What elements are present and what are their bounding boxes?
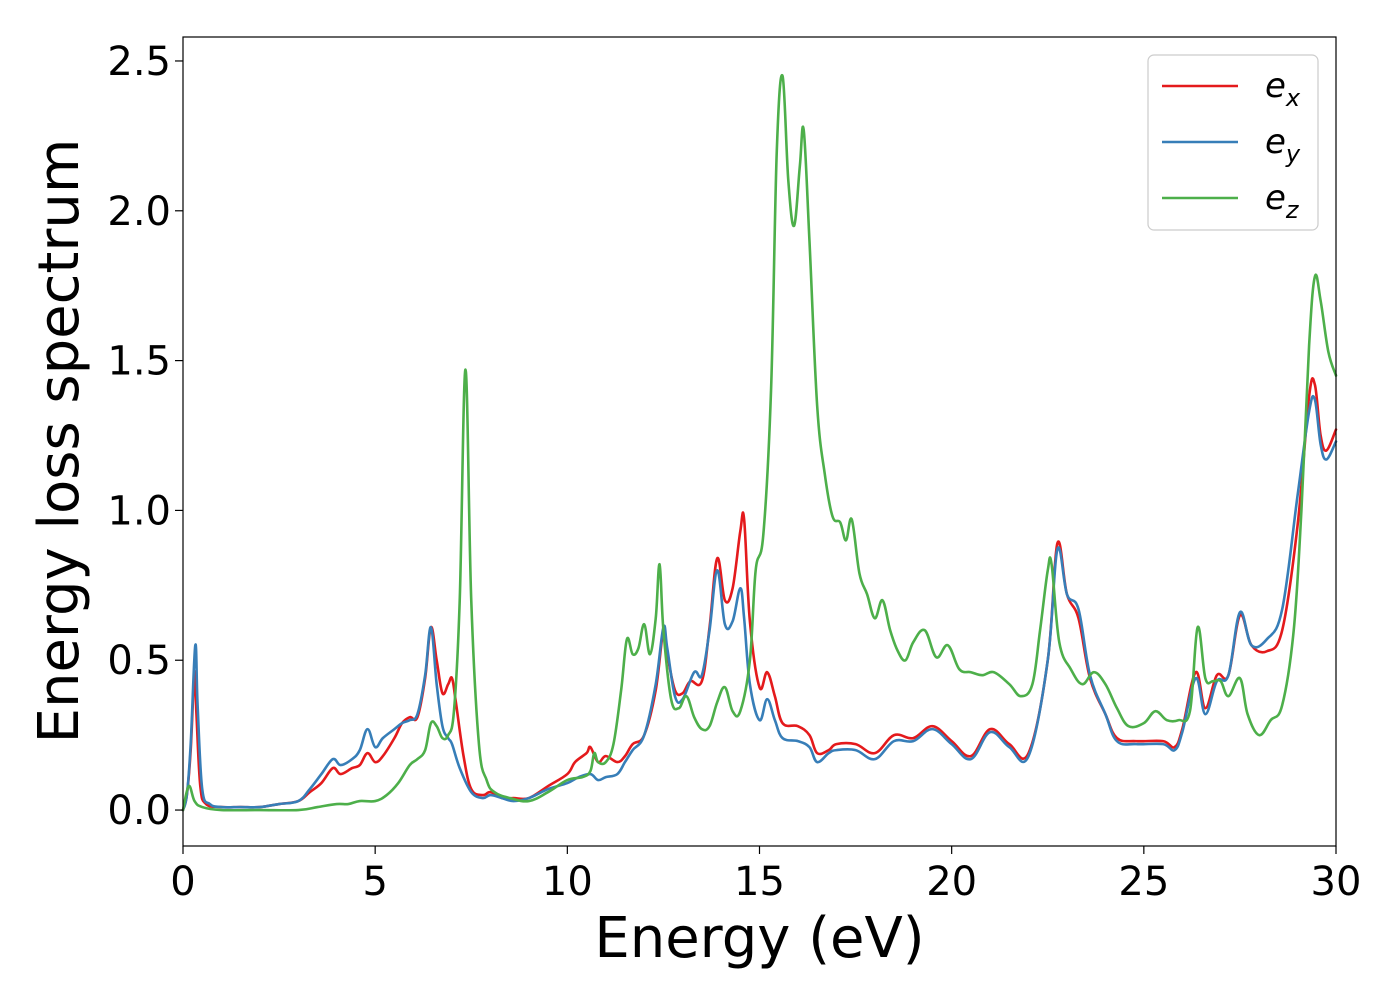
x-tick-label: 10 <box>542 859 593 905</box>
x-tick-label: 15 <box>734 859 785 905</box>
legend-label-z: ez <box>1265 178 1300 224</box>
y-tick-label: 1.0 <box>107 488 171 534</box>
x-tick-label: 20 <box>926 859 977 905</box>
y-tick-label: 0.0 <box>107 788 171 834</box>
series-line-y <box>181 394 1338 812</box>
y-tick-label: 1.5 <box>107 339 171 385</box>
y-axis-label: Energy loss spectrum <box>27 139 92 744</box>
y-axis: 0.0 0.5 1.0 1.5 2.0 2.5 <box>107 39 183 834</box>
x-tick-label: 0 <box>170 859 195 905</box>
series-line-z <box>181 73 1338 812</box>
y-tick-label: 2.0 <box>107 189 171 235</box>
x-axis-label: Energy (eV) <box>594 906 924 971</box>
x-tick-label: 25 <box>1118 859 1169 905</box>
x-axis: 0 5 10 15 20 25 30 <box>170 846 1361 905</box>
y-tick-label: 0.5 <box>107 638 171 684</box>
plot-lines <box>181 73 1338 812</box>
y-tick-label: 2.5 <box>107 39 171 85</box>
legend-label-x: ex <box>1265 66 1301 112</box>
x-tick-label: 30 <box>1311 859 1362 905</box>
series-line-x <box>181 377 1338 812</box>
legend: ex ey ez <box>1147 54 1319 231</box>
x-tick-label: 5 <box>362 859 387 905</box>
legend-label-y: ey <box>1265 122 1301 168</box>
